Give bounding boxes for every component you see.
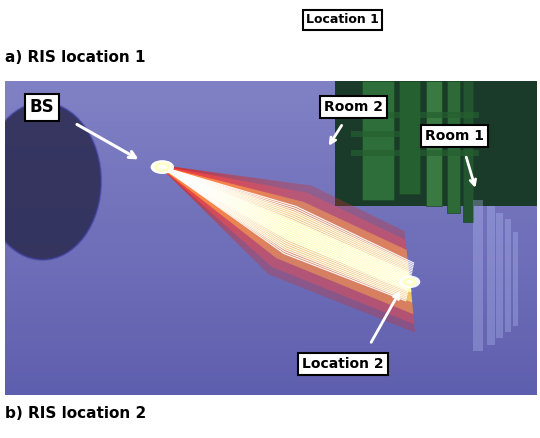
Ellipse shape — [0, 102, 101, 260]
FancyBboxPatch shape — [362, 81, 394, 200]
Text: Room 1: Room 1 — [426, 129, 484, 143]
FancyBboxPatch shape — [513, 232, 518, 326]
Circle shape — [151, 160, 174, 174]
Text: Room 2: Room 2 — [325, 100, 383, 114]
Circle shape — [403, 278, 416, 286]
Text: Location 2: Location 2 — [302, 357, 384, 371]
Circle shape — [399, 276, 420, 288]
FancyBboxPatch shape — [335, 81, 537, 206]
Text: a) RIS location 1: a) RIS location 1 — [5, 49, 146, 65]
Text: b) RIS location 2: b) RIS location 2 — [5, 406, 147, 421]
FancyBboxPatch shape — [496, 213, 503, 339]
Circle shape — [158, 165, 166, 170]
FancyBboxPatch shape — [426, 81, 442, 206]
Circle shape — [154, 162, 170, 172]
FancyBboxPatch shape — [505, 219, 511, 332]
FancyBboxPatch shape — [447, 81, 460, 213]
Circle shape — [407, 280, 413, 284]
FancyBboxPatch shape — [399, 81, 420, 194]
FancyBboxPatch shape — [351, 112, 479, 118]
Text: Location 1: Location 1 — [307, 14, 379, 26]
FancyBboxPatch shape — [474, 200, 483, 351]
FancyBboxPatch shape — [463, 81, 474, 222]
FancyBboxPatch shape — [351, 150, 479, 156]
FancyBboxPatch shape — [487, 206, 495, 345]
Text: BS: BS — [29, 98, 54, 117]
FancyBboxPatch shape — [351, 131, 479, 137]
